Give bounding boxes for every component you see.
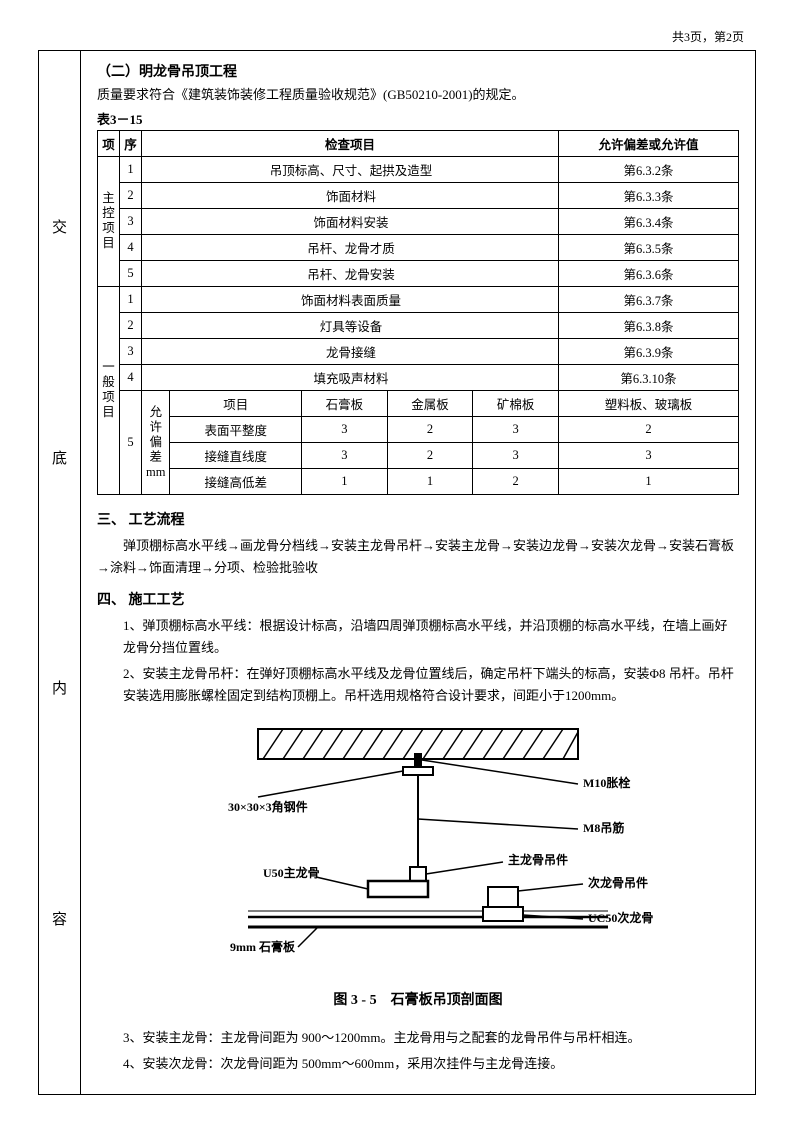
cell: 第6.3.8条 bbox=[559, 312, 739, 338]
cell: 饰面材料 bbox=[142, 182, 559, 208]
cell: 第6.3.4条 bbox=[559, 208, 739, 234]
cell: 第6.3.2条 bbox=[559, 156, 739, 182]
step-2: 2、安装主龙骨吊杆：在弹好顶棚标高水平线及龙骨位置线后，确定吊杆下端头的标高，安… bbox=[97, 663, 739, 707]
section-2-title: （二）明龙骨吊顶工程 bbox=[97, 61, 739, 81]
section-diagram-svg: M10胀栓 30×30×3角钢件 M8吊筋 主龙骨吊件 U50主龙骨 bbox=[168, 719, 668, 979]
label-bolt: M10胀栓 bbox=[583, 775, 630, 790]
inspection-table: 项 序 检查项目 允许偏差或允许值 主控项目 1 吊顶标高、尺寸、起拱及造型 第… bbox=[97, 130, 739, 495]
figure-caption: 图 3 - 5 石膏板吊顶剖面图 bbox=[97, 989, 739, 1009]
section-2-desc: 质量要求符合《建筑装饰装修工程质量验收规范》(GB50210-2001)的规定。 bbox=[97, 85, 739, 105]
cell: 表面平整度 bbox=[170, 416, 302, 442]
cell: 塑料板、玻璃板 bbox=[558, 390, 738, 416]
cell: 1 bbox=[387, 468, 473, 494]
th-check: 检查项目 bbox=[142, 130, 559, 156]
side-label-column: 交 底 内 容 bbox=[39, 51, 81, 1094]
cell: 石膏板 bbox=[302, 390, 388, 416]
group2-label: 一般项目 bbox=[98, 286, 120, 494]
th-proj: 项 bbox=[98, 130, 120, 156]
step-4: 4、安装次龙骨：次龙骨间距为 500mm～600mm，采用次挂件与主龙骨连接。 bbox=[97, 1053, 739, 1075]
cell: 1 bbox=[120, 156, 142, 182]
th-seq: 序 bbox=[120, 130, 142, 156]
cell: 第6.3.5条 bbox=[559, 234, 739, 260]
cell: 吊杆、龙骨安装 bbox=[142, 260, 559, 286]
cell: 接缝高低差 bbox=[170, 468, 302, 494]
cell: 饰面材料表面质量 bbox=[142, 286, 559, 312]
cell: 第6.3.9条 bbox=[559, 338, 739, 364]
cell: 3 bbox=[302, 442, 388, 468]
cell: 5 bbox=[120, 390, 142, 494]
cell: 3 bbox=[120, 208, 142, 234]
side-char: 底 bbox=[52, 447, 67, 468]
cell: 2 bbox=[120, 182, 142, 208]
cell: 1 bbox=[120, 286, 142, 312]
process-flow: 弹顶棚标高水平线→画龙骨分档线→安装主龙骨吊杆→安装主龙骨→安装边龙骨→安装次龙… bbox=[97, 535, 739, 579]
cell: 第6.3.10条 bbox=[559, 364, 739, 390]
cell: 5 bbox=[120, 260, 142, 286]
cell: 1 bbox=[558, 468, 738, 494]
step-3: 3、安装主龙骨：主龙骨间距为 900～1200mm。主龙骨用与之配套的龙骨吊件与… bbox=[97, 1027, 739, 1049]
content-area: （二）明龙骨吊顶工程 质量要求符合《建筑装饰装修工程质量验收规范》(GB5021… bbox=[81, 51, 755, 1094]
side-char: 内 bbox=[52, 677, 67, 698]
cell: 3 bbox=[120, 338, 142, 364]
cell: 灯具等设备 bbox=[142, 312, 559, 338]
cell: 2 bbox=[473, 468, 559, 494]
cell: 3 bbox=[302, 416, 388, 442]
cell: 饰面材料安装 bbox=[142, 208, 559, 234]
section-4-title: 四、 施工工艺 bbox=[97, 589, 739, 609]
cell: 项目 bbox=[170, 390, 302, 416]
th-allow: 允许偏差或允许值 bbox=[559, 130, 739, 156]
diagram: M10胀栓 30×30×3角钢件 M8吊筋 主龙骨吊件 U50主龙骨 bbox=[97, 719, 739, 983]
label-sec-hanger: 次龙骨吊件 bbox=[588, 875, 648, 890]
label-main-hanger: 主龙骨吊件 bbox=[508, 852, 568, 867]
cell: 1 bbox=[302, 468, 388, 494]
cell: 3 bbox=[473, 442, 559, 468]
cell: 第6.3.3条 bbox=[559, 182, 739, 208]
cell: 2 bbox=[387, 416, 473, 442]
outer-frame: 交 底 内 容 （二）明龙骨吊顶工程 质量要求符合《建筑装饰装修工程质量验收规范… bbox=[38, 50, 756, 1095]
cell: 2 bbox=[387, 442, 473, 468]
label-sec-keel: UC50次龙骨 bbox=[588, 910, 653, 925]
cell: 填充吸声材料 bbox=[142, 364, 559, 390]
cell: 矿棉板 bbox=[473, 390, 559, 416]
cell: 4 bbox=[120, 364, 142, 390]
side-char: 容 bbox=[52, 908, 67, 929]
group1-label: 主控项目 bbox=[98, 156, 120, 286]
table-label: 表3－15 bbox=[97, 109, 739, 128]
page-header: 共3页，第2页 bbox=[672, 28, 744, 45]
cell: 金属板 bbox=[387, 390, 473, 416]
cell: 3 bbox=[473, 416, 559, 442]
cell: 4 bbox=[120, 234, 142, 260]
cell: 吊顶标高、尺寸、起拱及造型 bbox=[142, 156, 559, 182]
cell: 龙骨接缝 bbox=[142, 338, 559, 364]
section-3-title: 三、 工艺流程 bbox=[97, 509, 739, 529]
cell: 2 bbox=[558, 416, 738, 442]
cell: 3 bbox=[558, 442, 738, 468]
subtable-vlabel: 允许偏差mm bbox=[142, 390, 170, 494]
label-angle: 30×30×3角钢件 bbox=[228, 799, 308, 814]
label-main-keel: U50主龙骨 bbox=[263, 865, 320, 880]
cell: 接缝直线度 bbox=[170, 442, 302, 468]
cell: 2 bbox=[120, 312, 142, 338]
step-1: 1、弹顶棚标高水平线：根据设计标高，沿墙四周弹顶棚标高水平线，并沿顶棚的标高水平… bbox=[97, 615, 739, 659]
cell: 第6.3.7条 bbox=[559, 286, 739, 312]
label-gyp: 9mm 石膏板 bbox=[230, 939, 296, 954]
label-rod: M8吊筋 bbox=[583, 820, 624, 835]
cell: 吊杆、龙骨才质 bbox=[142, 234, 559, 260]
side-char: 交 bbox=[52, 216, 67, 237]
cell: 第6.3.6条 bbox=[559, 260, 739, 286]
